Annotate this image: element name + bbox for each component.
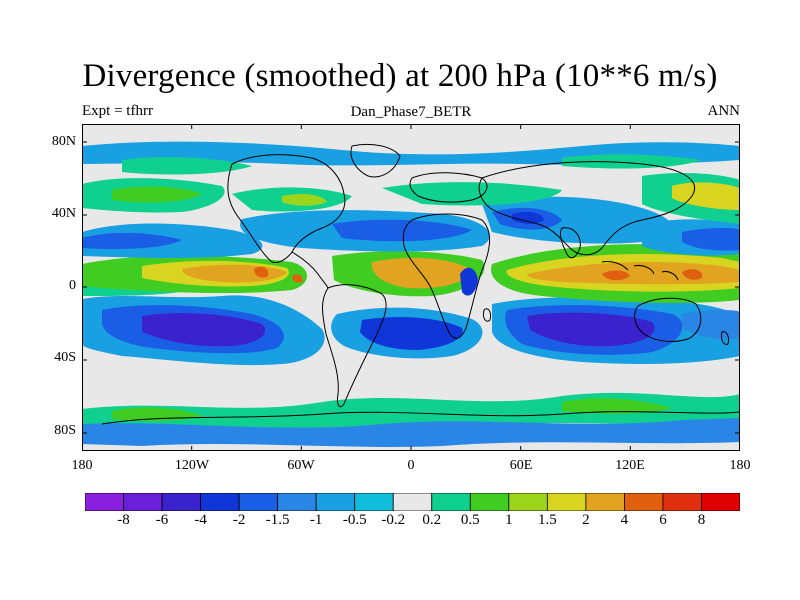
central-america-coast bbox=[291, 251, 329, 289]
x-tick-label-180w: 180 bbox=[71, 458, 93, 473]
y-tick-label-40n: 40N bbox=[51, 206, 76, 221]
x-tick-label-0: 0 bbox=[407, 458, 415, 473]
colorbar-box bbox=[624, 493, 664, 511]
colorbar-label: -2 bbox=[232, 512, 246, 528]
y-tick-label-80n: 80N bbox=[51, 134, 76, 149]
antarctic-blue-band bbox=[82, 418, 740, 447]
x-tick-label-180e: 180 bbox=[729, 458, 751, 473]
east-asia-yellow bbox=[672, 182, 740, 210]
colorbar-label: -1 bbox=[309, 512, 323, 528]
colorbar-box bbox=[701, 493, 740, 511]
experiment-label: Expt = tfhrr bbox=[82, 103, 153, 119]
south-pacific-convergence-core bbox=[142, 313, 266, 347]
colorbar-label: 4 bbox=[620, 512, 629, 528]
west-pacific-red bbox=[682, 269, 703, 280]
south-america-coast bbox=[322, 284, 387, 408]
north-pacific-subtropical-dark bbox=[82, 232, 182, 250]
colorbar-label: 1 bbox=[505, 512, 513, 528]
colorbar-box bbox=[238, 493, 279, 511]
x-tick-label-120e: 120E bbox=[615, 458, 645, 473]
colorbar-label: -1.5 bbox=[265, 512, 290, 528]
tropical-atlantic-orange bbox=[371, 257, 472, 289]
colorbar-box bbox=[392, 493, 433, 511]
colorbar-box bbox=[161, 493, 201, 511]
colorbar-box bbox=[508, 493, 548, 511]
colorbar-label: 6 bbox=[659, 512, 667, 528]
case-subtitle: Dan_Phase7_BETR bbox=[350, 104, 472, 120]
colorbar-box bbox=[85, 493, 124, 511]
divergence-map bbox=[82, 124, 740, 451]
arctic-green-east bbox=[562, 154, 702, 169]
colorbar-label: -0.2 bbox=[381, 512, 406, 528]
africa-coast bbox=[402, 213, 490, 339]
colorbar-box bbox=[546, 493, 587, 511]
x-tick-label-60w: 60W bbox=[287, 458, 315, 473]
y-tick-label-80s: 80S bbox=[54, 423, 76, 438]
east-pacific-red-spot-2 bbox=[292, 274, 303, 283]
colorbar-box bbox=[200, 493, 240, 511]
west-pacific-dark-blue bbox=[682, 228, 740, 251]
asia-coast bbox=[478, 161, 695, 256]
y-tick-label-eq: 0 bbox=[69, 278, 76, 293]
colorbar-box bbox=[469, 493, 510, 511]
north-africa-dark-blue bbox=[332, 219, 472, 242]
colorbar-label: -6 bbox=[155, 512, 169, 528]
india-coast bbox=[559, 227, 581, 259]
arctic-green bbox=[122, 157, 252, 175]
australia-coast bbox=[634, 297, 702, 342]
colorbar-label: 2 bbox=[582, 512, 590, 528]
colorbar-label: 8 bbox=[697, 512, 706, 528]
east-pacific-red-spot bbox=[254, 266, 269, 278]
europe-coast bbox=[409, 172, 488, 203]
new-zealand-coast bbox=[721, 331, 729, 345]
chart-title: Divergence (smoothed) at 200 hPa (10**6 … bbox=[82, 58, 718, 94]
x-tick-label-120w: 120W bbox=[174, 458, 210, 473]
season-label: ANN bbox=[707, 103, 741, 119]
colorbar-label: 0.5 bbox=[460, 512, 480, 528]
madagascar-coast bbox=[483, 308, 491, 322]
x-tick-label-60e: 60E bbox=[509, 458, 533, 473]
colorbar-label: -0.5 bbox=[342, 512, 367, 528]
colorbar-box bbox=[662, 493, 702, 511]
south-atlantic-convergence-core bbox=[360, 317, 463, 350]
tropical-indian-pacific-orange bbox=[527, 261, 740, 285]
north-pacific-mid-lime bbox=[112, 186, 202, 203]
colorbar-box bbox=[431, 493, 471, 511]
eurasia-green bbox=[382, 182, 562, 206]
maritime-islands bbox=[601, 261, 679, 281]
colorbar-label: 0.2 bbox=[422, 512, 442, 528]
south-indian-convergence-core bbox=[527, 312, 655, 347]
colorbar-label: -4 bbox=[194, 512, 207, 528]
maritime-continent-red bbox=[602, 270, 630, 281]
colorbar-label: -8 bbox=[117, 512, 130, 528]
mediterranean-convergence-core bbox=[512, 212, 544, 224]
colorbar-label: 1.5 bbox=[537, 512, 557, 528]
north-atlantic-lime bbox=[282, 194, 327, 206]
south-indian-green-patch bbox=[562, 398, 672, 414]
antarctica-coast bbox=[101, 411, 740, 425]
colorbar-box bbox=[123, 493, 163, 511]
colorbar-box bbox=[585, 493, 625, 511]
colorbar bbox=[85, 493, 740, 511]
coastlines bbox=[101, 143, 740, 425]
colorbar-box bbox=[354, 493, 394, 511]
colorbar-box bbox=[277, 493, 317, 511]
east-africa-dark-blue bbox=[460, 267, 478, 296]
greenland-coast bbox=[350, 143, 401, 178]
north-america-coast bbox=[227, 154, 346, 263]
colorbar-box bbox=[315, 493, 356, 511]
y-tick-label-40s: 40S bbox=[54, 350, 76, 365]
map-frame bbox=[82, 124, 740, 451]
